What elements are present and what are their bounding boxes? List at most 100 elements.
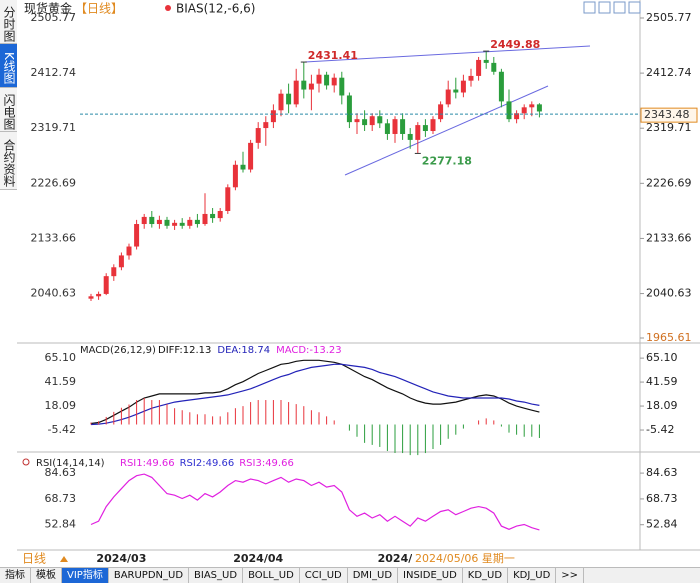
candle-body — [422, 125, 428, 132]
candle-body — [430, 119, 436, 132]
period-arrow[interactable] — [60, 556, 68, 562]
candle-body — [339, 77, 345, 96]
x-tick-label: 2024/03 — [96, 552, 146, 565]
tab[interactable]: KDJ_UD — [508, 568, 557, 583]
candle-body — [384, 123, 390, 134]
indicator-line — [90, 359, 540, 425]
crosshair-label: 2024/05/06 星期一 — [415, 552, 515, 565]
side-tab[interactable]: 合约资料 — [0, 132, 17, 190]
annotation: 2277.18 — [422, 154, 472, 167]
candle-body — [194, 219, 200, 225]
side-tab[interactable]: K线图 — [0, 44, 17, 88]
period-label[interactable]: 日线 — [22, 552, 46, 566]
candle-body — [96, 293, 102, 297]
candle-body — [217, 210, 223, 219]
candle-body — [415, 125, 421, 140]
indicator-label: BIAS(12,-6,6) — [176, 2, 255, 16]
candle-body — [88, 296, 94, 299]
y-tick-label: 2319.71 — [646, 121, 692, 134]
tab[interactable]: 指标 — [0, 568, 31, 583]
y-tick-label: 84.63 — [646, 466, 678, 479]
candle-body — [392, 119, 398, 134]
tab[interactable]: INSIDE_UD — [398, 568, 463, 583]
candle-body — [270, 110, 276, 123]
candle-body — [210, 213, 216, 219]
candle-body — [149, 216, 155, 225]
y-tick-label-left: -5.42 — [48, 423, 76, 436]
period-tag: 【日线】 — [75, 2, 123, 16]
candle-body — [331, 77, 337, 86]
candle-body — [407, 133, 413, 140]
y-tick-label: 41.59 — [646, 375, 678, 388]
y-tick-label: 68.73 — [646, 492, 678, 505]
settings-icon[interactable] — [22, 458, 30, 466]
candle-body — [498, 71, 504, 102]
y-tick-label-left: 84.63 — [45, 466, 77, 479]
tab[interactable]: BOLL_UD — [243, 568, 300, 583]
trend-line — [304, 45, 591, 63]
candle-body — [453, 89, 459, 93]
candle-body — [400, 119, 406, 134]
candle-body — [126, 246, 132, 256]
x-tick-label: 2024/04 — [233, 552, 283, 565]
last-price-box — [640, 107, 698, 123]
y-tick-label: 2040.63 — [646, 287, 692, 300]
legend-entry: RSI2:49.66 — [180, 458, 235, 469]
icon[interactable] — [583, 1, 596, 14]
tab[interactable]: BARUPDN_UD — [109, 568, 190, 583]
y-tick-label: 2226.69 — [646, 176, 692, 189]
candle-body — [316, 74, 322, 84]
candle-body — [248, 142, 254, 170]
candle-body — [445, 89, 451, 105]
crosshair-box — [412, 552, 512, 566]
candle-body — [187, 219, 193, 226]
side-tab[interactable]: 闪电图 — [0, 88, 17, 132]
legend-entry: MACD:-13.23 — [276, 345, 342, 356]
y-tick-label-left: 2226.69 — [31, 176, 77, 189]
y-tick-label-left: 52.84 — [45, 518, 77, 531]
icon[interactable] — [628, 1, 641, 14]
candle-body — [111, 267, 117, 277]
candle-body — [324, 74, 330, 86]
candle-body — [536, 104, 542, 112]
indicator-line — [90, 363, 540, 426]
candle-body — [164, 219, 170, 226]
indicator-dot — [165, 5, 171, 11]
candle-body — [118, 255, 124, 268]
tab[interactable]: BIAS_UD — [189, 568, 244, 583]
candle-body — [483, 59, 489, 63]
annotation: 2431.41 — [308, 49, 358, 62]
candle-body — [354, 119, 360, 123]
candle-body — [202, 213, 208, 225]
tab[interactable]: VIP指标 — [62, 568, 109, 583]
candle-body — [460, 80, 466, 93]
y-tick-label-left: 65.10 — [45, 351, 77, 364]
tab[interactable]: >> — [556, 568, 585, 583]
candle-body — [263, 122, 269, 129]
icon[interactable] — [613, 1, 626, 14]
candle-body — [362, 119, 368, 126]
y-tick-label: 52.84 — [646, 518, 678, 531]
icon[interactable] — [598, 1, 611, 14]
y-tick-label: 65.10 — [646, 351, 678, 364]
tab[interactable]: CCI_UD — [300, 568, 348, 583]
side-tab[interactable]: 分时图 — [0, 0, 17, 44]
tab[interactable]: 模板 — [31, 568, 62, 583]
legend-entry: RSI3:49.66 — [239, 458, 294, 469]
panel-title: RSI(14,14,14) — [36, 458, 105, 469]
candle-body — [156, 219, 162, 225]
candle-body — [308, 83, 314, 90]
chart-title: 现货黄金 — [24, 1, 72, 16]
candle-body — [476, 59, 482, 76]
candle-body — [286, 93, 292, 105]
last-price-label: 2343.48 — [644, 108, 690, 121]
candle-body — [521, 107, 527, 114]
y-tick-label: 2412.74 — [646, 66, 692, 79]
tab[interactable]: DMI_UD — [348, 568, 399, 583]
candle-body — [346, 95, 352, 123]
tab[interactable]: KD_UD — [463, 568, 509, 583]
candle-body — [506, 101, 512, 120]
y-tick-label-left: 18.09 — [45, 399, 77, 412]
candle-body — [179, 222, 185, 226]
candle-body — [232, 164, 238, 188]
